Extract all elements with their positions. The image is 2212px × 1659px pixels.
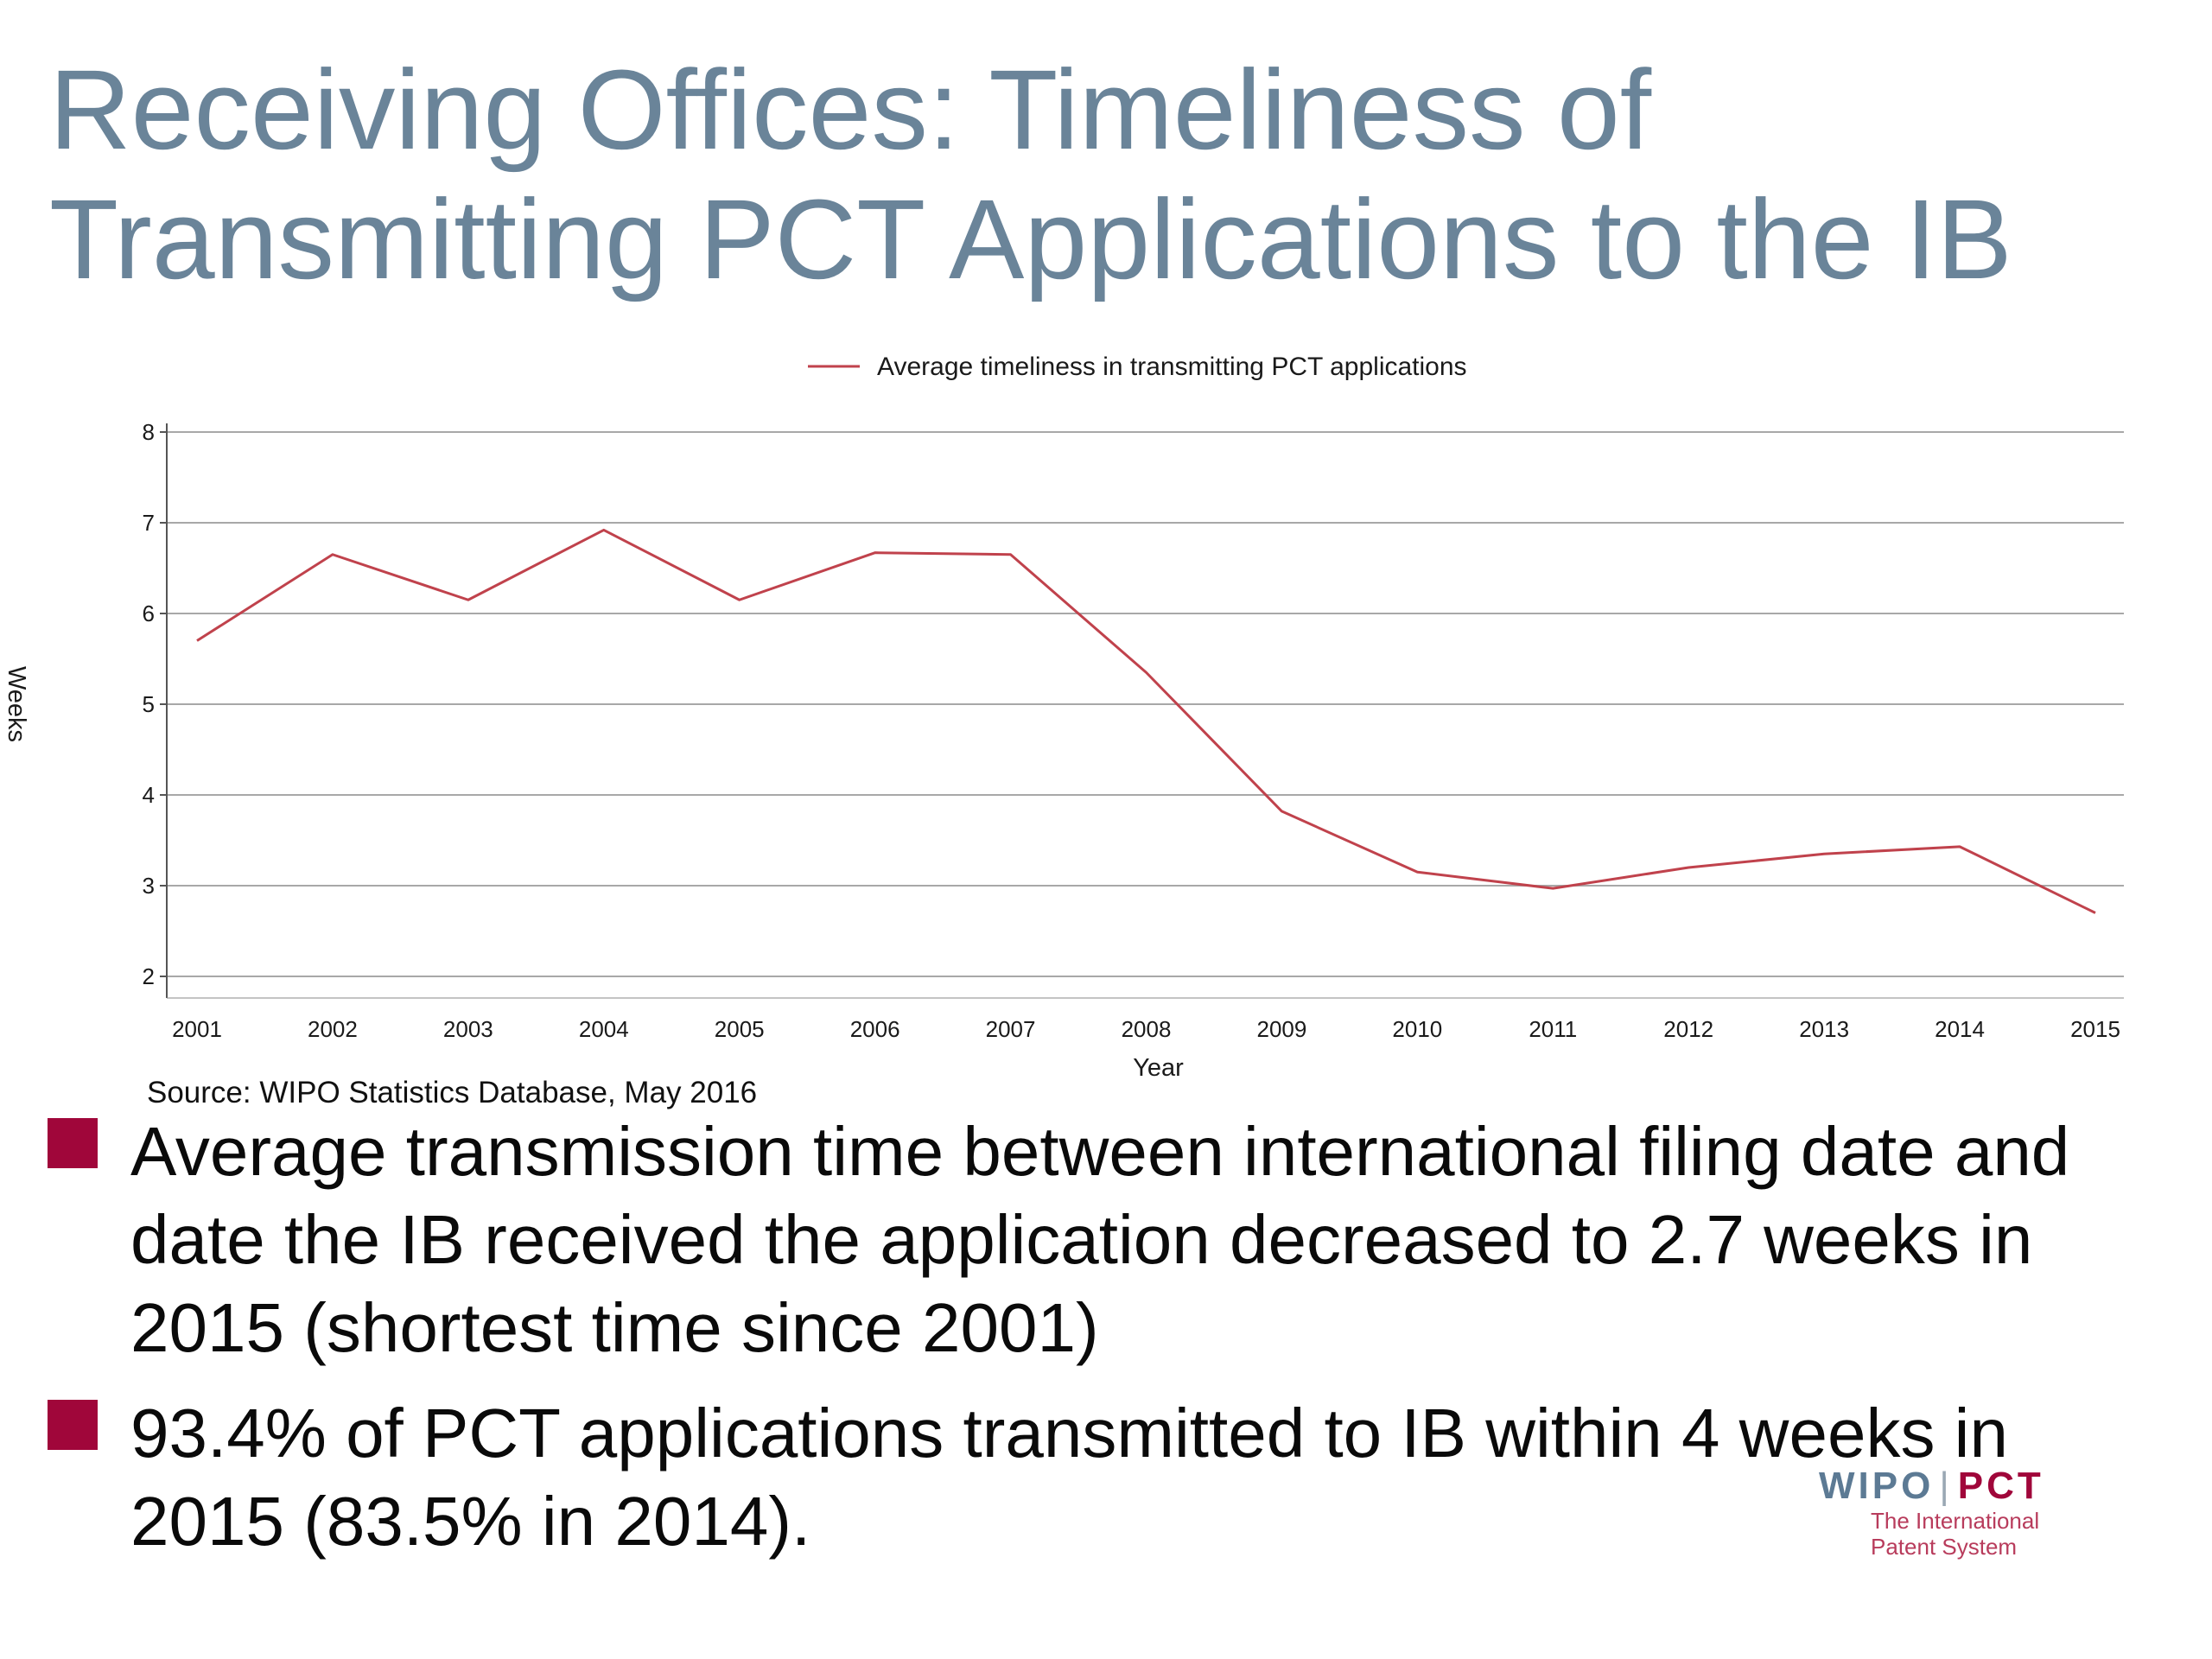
logo-tagline-line-2: Patent System (1871, 1534, 2018, 1560)
x-tick-label: 2004 (579, 1016, 629, 1042)
bullet-item: Average transmission time between intern… (48, 1108, 2139, 1372)
square-bullet-icon (48, 1400, 98, 1450)
x-axis-title: Year (1133, 1054, 1184, 1082)
x-tick-label: 2008 (1122, 1016, 1172, 1042)
legend-label: Average timeliness in transmitting PCT a… (877, 353, 1467, 381)
logo-wipo: WIPO (1819, 1465, 1935, 1507)
bullet-text: 93.4% of PCT applications transmitted to… (130, 1395, 2008, 1560)
y-tick-label: 4 (143, 782, 155, 808)
bullet-text: Average transmission time between intern… (130, 1113, 2070, 1366)
bullet-item: 93.4% of PCT applications transmitted to… (48, 1389, 2139, 1566)
x-tick-label: 2002 (308, 1016, 358, 1042)
slide-title: Receiving Offices: Timeliness of Transmi… (49, 45, 2123, 304)
y-tick-label: 2 (143, 963, 155, 989)
x-tick-label: 2005 (715, 1016, 765, 1042)
x-tick-label: 2015 (2070, 1016, 2120, 1042)
y-tick-label: 6 (143, 601, 155, 626)
logo-tagline: The International Patent System (1819, 1508, 2095, 1560)
line-chart: 2 3 4 5 6 7 8 2001 2002 2003 2004 2005 2006 2007 2008 2… (3, 353, 2124, 1082)
logo-tagline-line-1: The International (1871, 1508, 2040, 1534)
x-tick-label: 2011 (1529, 1016, 1577, 1042)
x-tick-label: 2007 (986, 1016, 1036, 1042)
logo-separator: | (1939, 1465, 1953, 1507)
y-tick-label: 7 (143, 510, 155, 536)
x-tick-label: 2014 (1935, 1016, 1985, 1042)
series-line (196, 528, 2096, 914)
x-tick-label: 2001 (172, 1016, 222, 1042)
x-tick-label: 2010 (1392, 1016, 1442, 1042)
x-tick-label: 2006 (850, 1016, 900, 1042)
source-note: Source: WIPO Statistics Database, May 20… (147, 1076, 758, 1109)
y-axis-title: Weeks (3, 666, 30, 742)
logo-pct: PCT (1957, 1465, 2044, 1507)
y-tick-label: 3 (143, 873, 155, 899)
wipo-pct-logo: WIPO | PCT The International Patent System (1819, 1465, 2095, 1560)
slide-title-line-1: Receiving Offices: Timeliness of (49, 46, 1652, 173)
y-tick-label: 8 (143, 419, 155, 445)
x-tick-label: 2013 (1799, 1016, 1849, 1042)
x-tick-label: 2009 (1257, 1016, 1307, 1042)
y-tick-label: 5 (143, 691, 155, 717)
square-bullet-icon (48, 1118, 98, 1168)
x-tick-label: 2003 (443, 1016, 493, 1042)
x-tick-label: 2012 (1663, 1016, 1713, 1042)
logo-wordmark: WIPO | PCT (1819, 1465, 2095, 1508)
slide-title-line-2: Transmitting PCT Applications to the IB (49, 175, 2012, 302)
